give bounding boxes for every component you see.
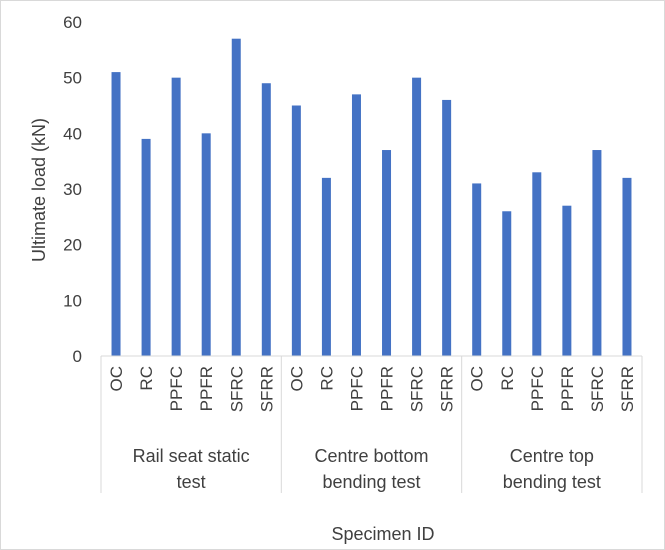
bar: [412, 77, 422, 357]
bar: [442, 99, 452, 356]
bar: [502, 211, 512, 356]
category-label: RC: [317, 366, 336, 391]
group-label: bending test: [322, 472, 420, 492]
bar: [592, 150, 602, 356]
group-label: Rail seat static: [133, 446, 250, 466]
bar: [562, 205, 572, 356]
bars: [111, 38, 632, 357]
category-label: SFRC: [588, 366, 607, 412]
group-label: bending test: [503, 472, 601, 492]
category-label: SFRR: [257, 366, 276, 412]
y-tick-label: 40: [63, 124, 82, 143]
group-label: Centre top: [510, 446, 594, 466]
bar: [111, 72, 121, 356]
y-axis-ticks: 0 10 20 30 40 50 60: [63, 13, 82, 366]
category-label: OC: [468, 366, 487, 392]
category-label: RC: [498, 366, 517, 391]
y-tick-label: 0: [73, 347, 82, 366]
category-label: PPFR: [197, 366, 216, 411]
category-label: SFRR: [618, 366, 637, 412]
bar: [201, 133, 211, 356]
category-label: OC: [107, 366, 126, 392]
category-label: PPFR: [558, 366, 577, 411]
category-label: PPFR: [378, 366, 397, 411]
bar: [231, 38, 241, 356]
category-label: OC: [287, 366, 306, 392]
bar: [321, 177, 331, 356]
bar: [472, 183, 482, 356]
bar: [532, 172, 542, 356]
bar: [261, 83, 271, 356]
bar: [141, 138, 151, 356]
x-axis: OC RC PPFC PPFR SFRC SFRR Rail seat static test…: [100, 355, 643, 493]
bar: [351, 94, 361, 356]
category-label: PPFC: [528, 366, 547, 411]
bar: [622, 177, 632, 356]
category-label: SFRC: [227, 366, 246, 412]
y-axis-title: Ultimate load (kN): [29, 118, 49, 262]
category-label: PPFC: [167, 366, 186, 411]
bar: [171, 77, 181, 357]
y-tick-label: 10: [63, 291, 82, 310]
category-label: SFRC: [408, 366, 427, 412]
group-label: Centre bottom: [314, 446, 428, 466]
y-tick-label: 60: [63, 13, 82, 32]
bar: [291, 105, 301, 356]
category-label: SFRR: [438, 366, 457, 412]
x-axis-title: Specimen ID: [331, 524, 434, 544]
y-tick-label: 50: [63, 69, 82, 88]
group-label: test: [177, 472, 206, 492]
category-label: PPFC: [347, 366, 366, 411]
category-label: RC: [137, 366, 156, 391]
y-tick-label: 30: [63, 180, 82, 199]
y-tick-label: 20: [63, 236, 82, 255]
bar: [382, 150, 392, 356]
